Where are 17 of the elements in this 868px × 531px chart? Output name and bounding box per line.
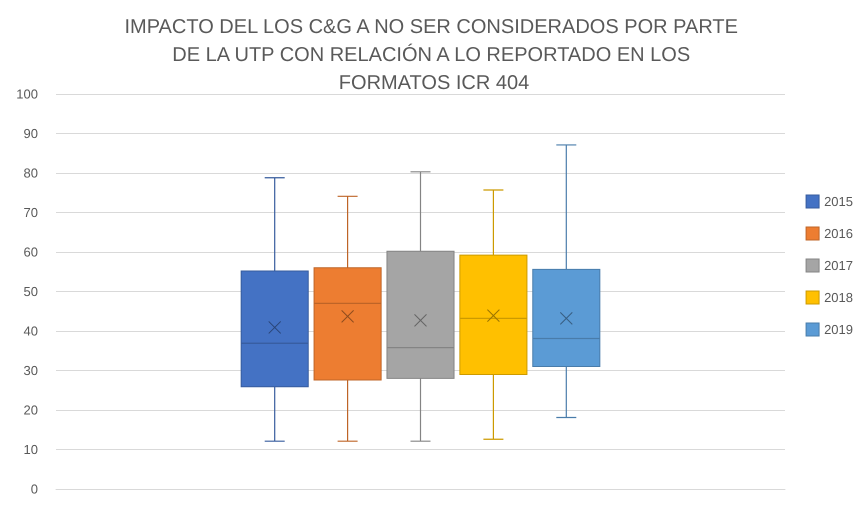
y-tick-label: 70 [24, 205, 38, 220]
y-tick-label: 80 [24, 166, 38, 180]
y-tick-label: 100 [16, 86, 38, 102]
legend-label: 2017 [824, 258, 853, 273]
y-tick-label: 30 [24, 363, 38, 378]
y-tick-label: 0 [30, 482, 38, 496]
chart-title: IMPACTO DEL LOS C&G A NO SER CONSIDERADOS POR PARTE DE LA UTP CON RELACIÓN A LO REPORTADO EN LOS FORMATOS ICR 404 [124, 16, 744, 94]
y-tick-label: 60 [24, 244, 38, 260]
y-tick-label: 10 [24, 442, 38, 457]
y-tick-label: 40 [24, 324, 38, 338]
legend-label: 2019 [824, 322, 853, 337]
legend-label: 2016 [824, 226, 853, 241]
legend-label: 2015 [824, 194, 853, 209]
legend-label: 2018 [824, 290, 853, 305]
y-tick-label: 20 [24, 402, 38, 418]
y-tick-label: 90 [24, 126, 38, 141]
y-tick-label: 50 [24, 284, 38, 299]
